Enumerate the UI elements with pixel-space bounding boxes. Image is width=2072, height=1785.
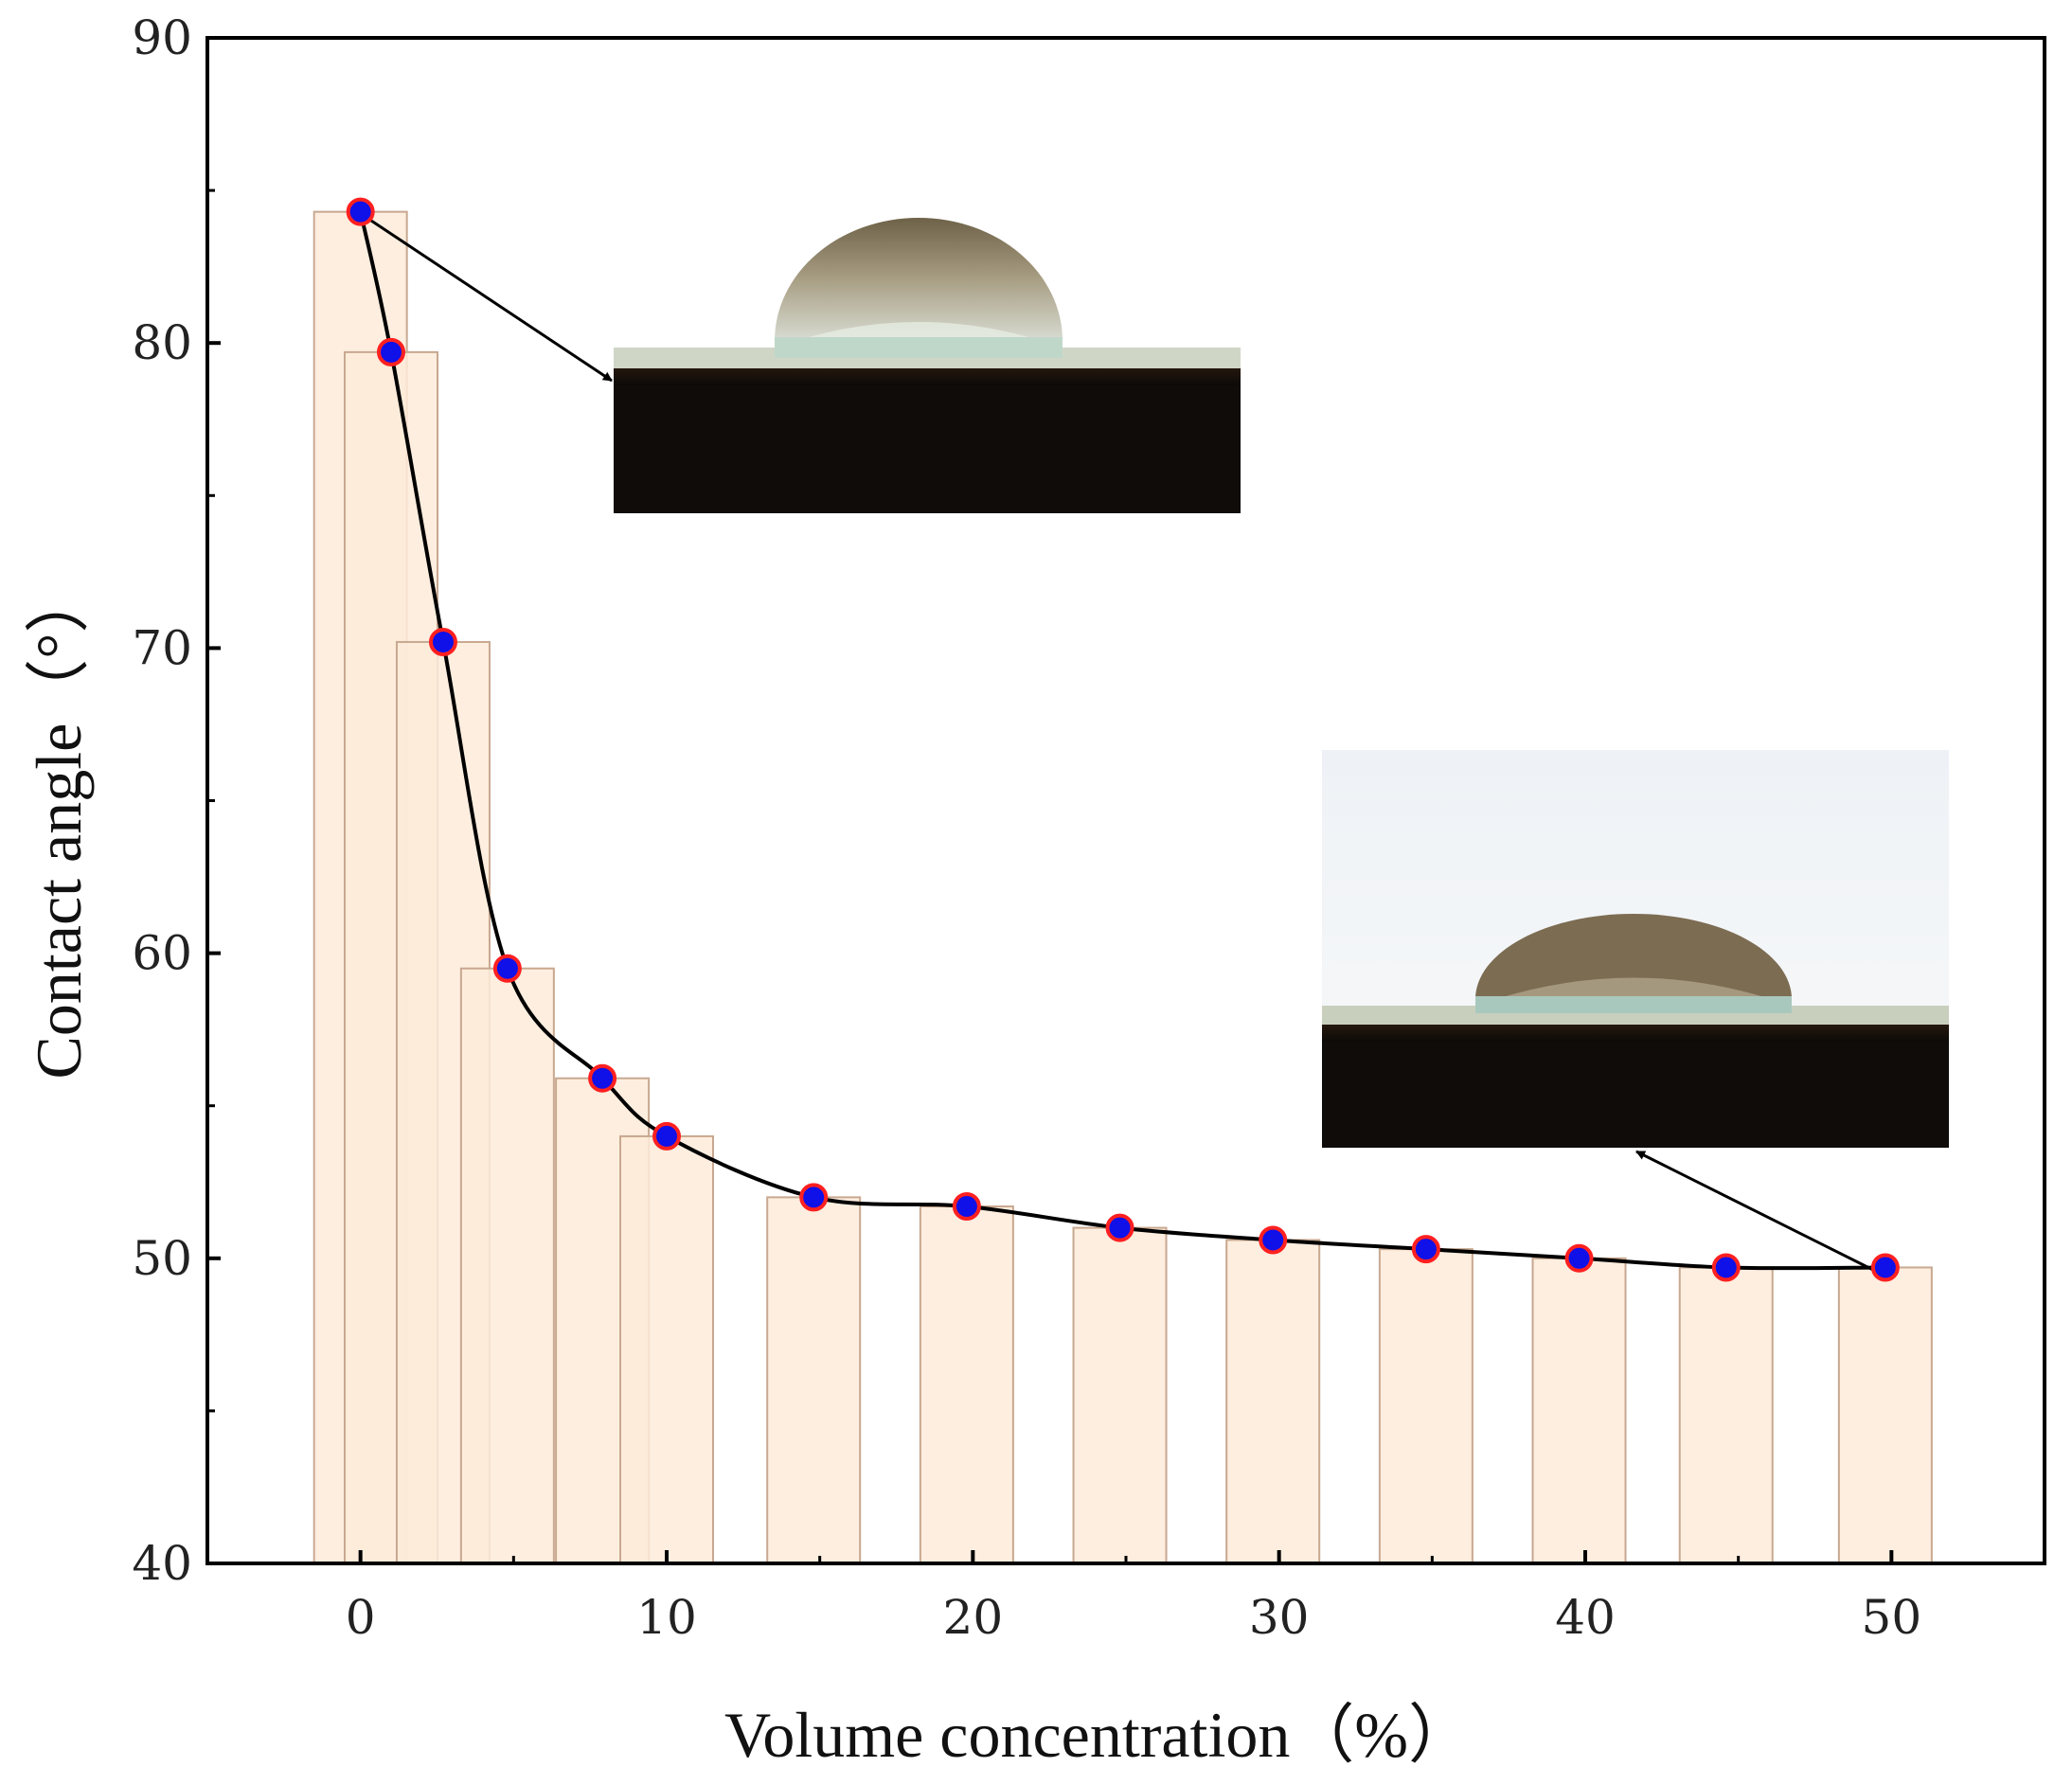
data-point-9	[1259, 1225, 1288, 1255]
x-tick-label-30: 30	[1249, 1590, 1310, 1645]
bars-layer	[313, 210, 1933, 1565]
callout-arrow-1	[362, 213, 613, 383]
x-tick-label-50: 50	[1862, 1590, 1922, 1645]
data-point-2	[428, 627, 457, 656]
bar-6	[766, 1196, 862, 1564]
bar-9	[1225, 1239, 1321, 1565]
bar-7	[919, 1205, 1014, 1564]
data-point-11	[1564, 1243, 1594, 1273]
y-tick-label-60: 60	[132, 926, 192, 981]
y-axis-title: Contact angle（°）	[23, 569, 95, 1080]
data-point-7	[952, 1192, 981, 1222]
data-point-3	[492, 954, 522, 983]
y-tick-label-70: 70	[132, 620, 192, 675]
y-tick-label-40: 40	[132, 1536, 192, 1591]
y-tick-label-90: 90	[132, 10, 192, 65]
bar-8	[1072, 1226, 1168, 1564]
bar-13	[1837, 1266, 1933, 1564]
axes-layer: 40 50 60 70 80 90 0 10 20 30 40 50	[132, 10, 1921, 1645]
data-point-6	[799, 1183, 829, 1212]
data-point-13	[1870, 1253, 1900, 1282]
x-tick-label-40: 40	[1555, 1590, 1616, 1645]
data-point-1	[377, 337, 405, 366]
data-point-12	[1711, 1253, 1741, 1282]
data-point-8	[1105, 1213, 1134, 1242]
y-tick-label-80: 80	[132, 315, 192, 370]
bar-3	[459, 967, 555, 1564]
x-axis-title: Volume concentration（%）	[724, 1699, 1473, 1771]
y-tick-label-50: 50	[132, 1231, 192, 1286]
bar-10	[1378, 1248, 1474, 1565]
data-point-5	[652, 1121, 681, 1151]
x-tick-label-10: 10	[636, 1590, 697, 1645]
x-tick-label-20: 20	[943, 1590, 1004, 1645]
bar-11	[1531, 1257, 1627, 1565]
data-point-4	[588, 1063, 617, 1093]
points-layer	[346, 197, 1900, 1282]
callout-arrow-2	[1635, 1150, 1882, 1276]
data-point-0	[346, 197, 375, 226]
droplet-photo-low-angle	[1322, 750, 1949, 1148]
bar-12	[1678, 1266, 1774, 1564]
inset-photos	[362, 213, 1949, 1276]
data-point-10	[1411, 1235, 1440, 1264]
droplet-photo-high-angle	[614, 218, 1241, 513]
x-tick-label-0: 0	[346, 1590, 376, 1645]
bar-5	[619, 1134, 714, 1565]
